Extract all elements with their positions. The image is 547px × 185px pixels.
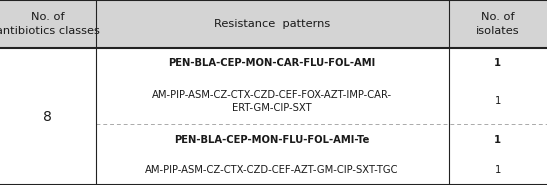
Text: PEN-BLA-CEP-MON-CAR-FLU-FOL-AMI: PEN-BLA-CEP-MON-CAR-FLU-FOL-AMI bbox=[168, 58, 376, 68]
Text: AM-PIP-ASM-CZ-CTX-CZD-CEF-AZT-GM-CIP-SXT-TGC: AM-PIP-ASM-CZ-CTX-CZD-CEF-AZT-GM-CIP-SXT… bbox=[146, 165, 399, 175]
Text: 1: 1 bbox=[494, 134, 502, 144]
Text: 1: 1 bbox=[494, 96, 501, 106]
Text: AM-PIP-ASM-CZ-CTX-CZD-CEF-FOX-AZT-IMP-CAR-
ERT-GM-CIP-SXT: AM-PIP-ASM-CZ-CTX-CZD-CEF-FOX-AZT-IMP-CA… bbox=[152, 90, 392, 113]
Text: 1: 1 bbox=[494, 58, 502, 68]
Text: PEN-BLA-CEP-MON-FLU-FOL-AMI-Te: PEN-BLA-CEP-MON-FLU-FOL-AMI-Te bbox=[174, 134, 370, 144]
Text: No. of
isolates: No. of isolates bbox=[476, 12, 520, 36]
Text: Resistance  patterns: Resistance patterns bbox=[214, 19, 330, 29]
Bar bbox=[0, 0, 547, 48]
Text: 8: 8 bbox=[43, 110, 53, 124]
Text: No. of
antibiotics classes: No. of antibiotics classes bbox=[0, 12, 100, 36]
Text: 1: 1 bbox=[494, 165, 501, 175]
